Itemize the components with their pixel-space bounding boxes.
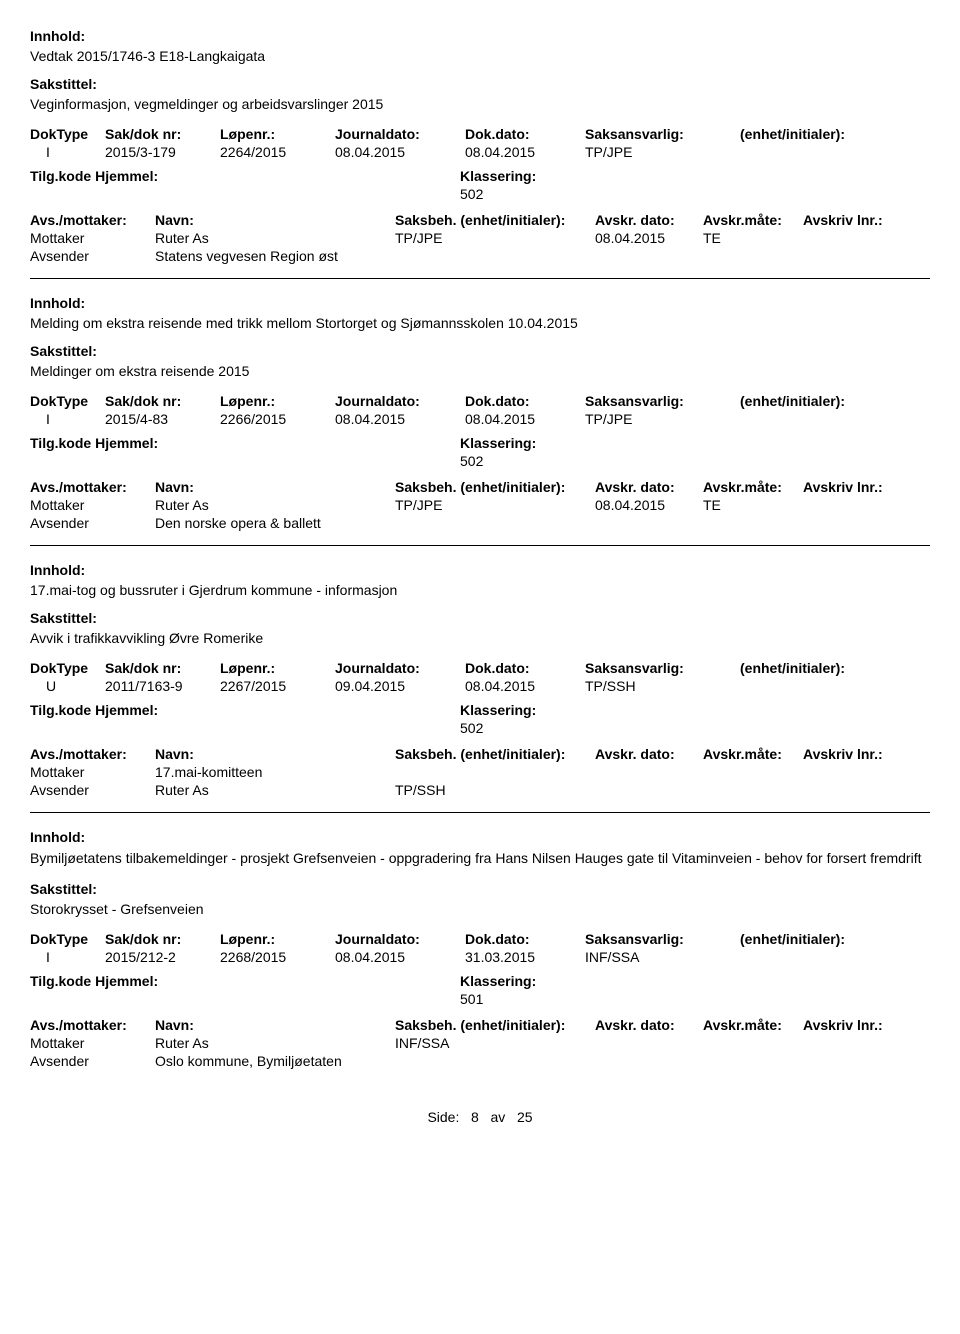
party-row: Avsender Statens vegvesen Region øst [30, 248, 930, 264]
party-avskrmate: TE [703, 230, 803, 246]
hjemmel-label: Hjemmel: [95, 168, 158, 184]
col-sakdoknr: Sak/dok nr: [105, 126, 220, 142]
val-sakdoknr: 2015/3-179 [105, 144, 220, 160]
party-header: Avs./mottaker: Navn: Saksbeh. (enhet/ini… [30, 212, 930, 228]
val-doktype: I [30, 144, 105, 160]
col-avskrivlnr: Avskriv lnr.: [803, 212, 903, 228]
val-journaldato: 08.04.2015 [335, 144, 465, 160]
party-navn: Ruter As [155, 230, 395, 246]
col-enhet: (enhet/initialer): [740, 126, 900, 142]
innhold-label: Innhold: [30, 28, 930, 44]
record-divider [30, 545, 930, 546]
journal-record: Innhold: Bymiljøetatens tilbakemeldinger… [30, 829, 930, 1069]
sakstittel-label: Sakstittel: [30, 76, 930, 92]
col-avskrmate: Avskr.måte: [703, 212, 803, 228]
col-avsmottaker: Avs./mottaker: [30, 212, 155, 228]
footer-av: av [491, 1109, 506, 1125]
journal-record: Innhold: Melding om ekstra reisende med … [30, 295, 930, 531]
tilgkode-label: Tilg.kode [30, 168, 91, 184]
columns-data: I 2015/3-179 2264/2015 08.04.2015 08.04.… [30, 144, 930, 160]
party-row: Mottaker Ruter As TP/JPE 08.04.2015 TE [30, 230, 930, 246]
party-navn: Statens vegvesen Region øst [155, 248, 395, 264]
sakstittel-text: Veginformasjon, vegmeldinger og arbeidsv… [30, 96, 930, 112]
columns-header: DokType Sak/dok nr: Løpenr.: Journaldato… [30, 126, 930, 142]
col-lopenr: Løpenr.: [220, 126, 335, 142]
columns-data: I 2015/4-83 2266/2015 08.04.2015 08.04.2… [30, 411, 930, 427]
sakstittel-label: Sakstittel: [30, 343, 930, 359]
record-divider [30, 812, 930, 813]
footer-side: Side: [427, 1109, 459, 1125]
journal-record: Innhold: 17.mai-tog og bussruter i Gjerd… [30, 562, 930, 798]
party-avskrdato: 08.04.2015 [595, 230, 703, 246]
innhold-text: Melding om ekstra reisende med trikk mel… [30, 315, 930, 331]
innhold-label: Innhold: [30, 295, 930, 311]
col-saksansvarlig: Saksansvarlig: [585, 126, 740, 142]
footer-total: 25 [517, 1109, 533, 1125]
party-role: Avsender [30, 248, 155, 264]
col-avskrdato: Avskr. dato: [595, 212, 703, 228]
footer-page: 8 [471, 1109, 479, 1125]
val-saksansvarlig: TP/JPE [585, 144, 740, 160]
tilg-row: Tilg.kode Hjemmel: Klassering: [30, 168, 930, 184]
col-saksbeh-enhet: (enhet/initialer): [460, 212, 565, 228]
col-dokdato: Dok.dato: [465, 126, 585, 142]
col-doktype: DokType [30, 126, 105, 142]
sakstittel-text: Meldinger om ekstra reisende 2015 [30, 363, 930, 379]
record-divider [30, 278, 930, 279]
col-navn: Navn: [155, 212, 200, 228]
klassering-label: Klassering: [460, 168, 536, 184]
klassering-value: 502 [460, 186, 930, 202]
col-journaldato: Journaldato: [335, 126, 465, 142]
party-role: Mottaker [30, 230, 155, 246]
page-footer: Side: 8 av 25 [30, 1109, 930, 1125]
party-saksbeh: TP/JPE [395, 230, 595, 246]
val-lopenr: 2264/2015 [220, 144, 335, 160]
val-dokdato: 08.04.2015 [465, 144, 585, 160]
innhold-text: Vedtak 2015/1746-3 E18-Langkaigata [30, 48, 930, 64]
journal-record: Innhold: Vedtak 2015/1746-3 E18-Langkaig… [30, 28, 930, 264]
col-saksbeh: Saksbeh. [395, 212, 456, 228]
columns-header: DokType Sak/dok nr: Løpenr.: Journaldato… [30, 393, 930, 409]
